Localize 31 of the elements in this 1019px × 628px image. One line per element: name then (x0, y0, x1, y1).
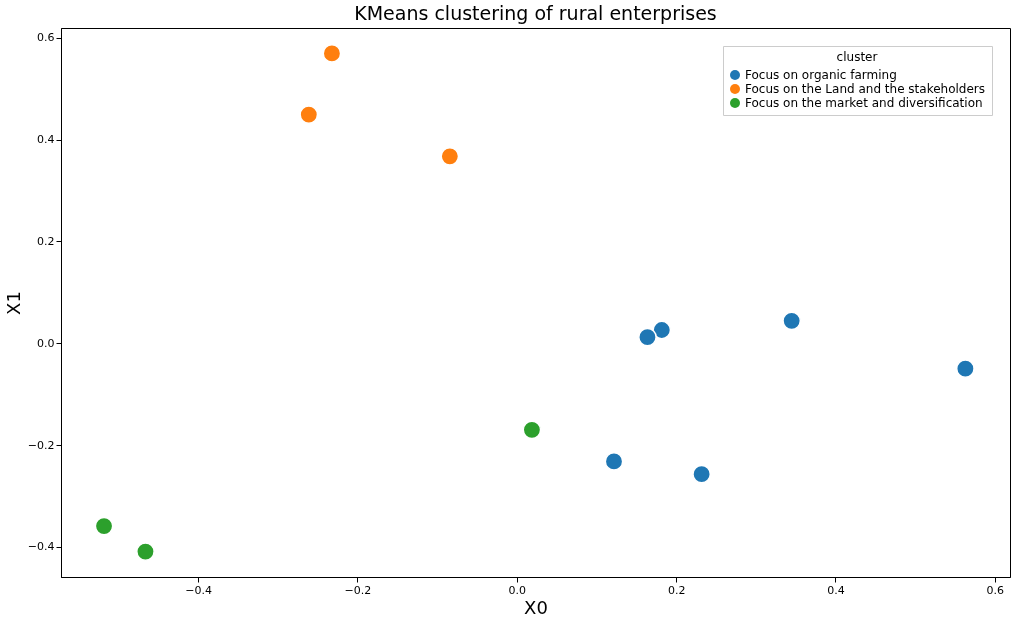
point (136, 542, 155, 561)
legend-label: Focus on organic farming (745, 68, 897, 82)
y-tick-label: −0.4 (27, 540, 55, 554)
point (692, 464, 712, 484)
y-tick-label: 0.0 (37, 336, 55, 350)
point (322, 44, 342, 63)
x-tick-label: 0.4 (827, 583, 845, 597)
y-tick-label: 0.6 (37, 31, 55, 45)
point (652, 320, 672, 340)
point (440, 146, 460, 166)
point (638, 327, 657, 347)
point (522, 420, 542, 440)
point (955, 359, 975, 379)
x-axis-title: X0 (524, 596, 548, 618)
legend-label: Focus on the Land and the stakeholders (745, 82, 986, 96)
point (94, 516, 114, 536)
y-tick-label: 0.4 (37, 133, 55, 147)
y-axis-title: X1 (2, 291, 24, 315)
x-tick-label: 0.0 (508, 583, 527, 597)
legend-title: cluster (836, 50, 878, 64)
y-tick-label: −0.2 (27, 438, 55, 452)
point (604, 452, 624, 471)
legend-label: Focus on the market and diversification (745, 96, 983, 110)
x-tick-label: 0.6 (986, 583, 1005, 597)
chart-title: KMeans clustering of rural enterprises (354, 2, 717, 24)
point (299, 105, 319, 124)
x-tick-label: −0.4 (185, 583, 212, 597)
x-tick-label: 0.2 (667, 583, 686, 597)
x-tick-label: −0.2 (344, 583, 372, 597)
y-tick-label: 0.2 (37, 234, 55, 248)
point (782, 311, 802, 331)
